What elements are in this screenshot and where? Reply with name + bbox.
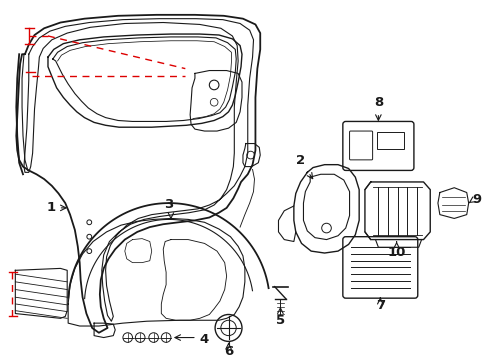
Text: 7: 7: [375, 299, 384, 312]
Text: 9: 9: [471, 193, 481, 206]
Text: 2: 2: [295, 154, 305, 167]
Text: 6: 6: [224, 345, 233, 358]
Text: 3: 3: [164, 198, 173, 211]
Text: 8: 8: [373, 96, 382, 109]
Text: 5: 5: [275, 314, 285, 327]
Text: 4: 4: [199, 333, 208, 346]
Text: 1: 1: [46, 201, 56, 215]
Text: 10: 10: [386, 246, 405, 259]
